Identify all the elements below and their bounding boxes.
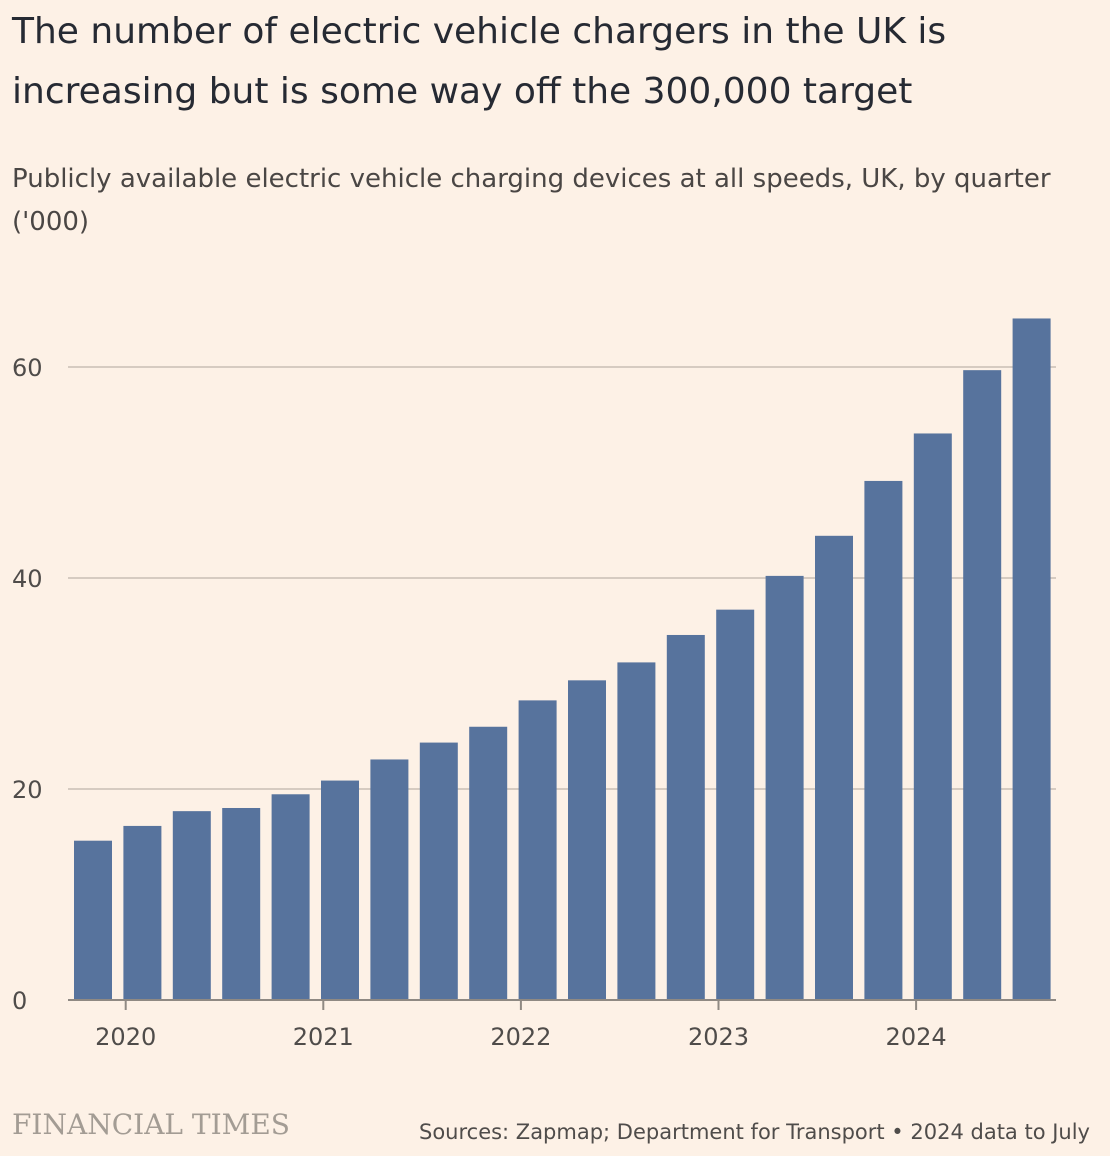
bar-2021-q2 xyxy=(321,780,359,1000)
bar-2021-q3 xyxy=(370,759,409,1000)
x-tick-label: 2022 xyxy=(490,1023,551,1051)
y-axis-ticks: 0 20 40 60 xyxy=(12,354,43,1015)
bar-2023-q4 xyxy=(815,535,853,1000)
bar-2022-q3 xyxy=(568,680,606,1000)
x-tick-label: 2023 xyxy=(688,1023,749,1051)
x-axis-ticks: 2020 2021 2022 2023 2024 xyxy=(95,1000,947,1051)
bar-2020-q1 xyxy=(74,840,112,1000)
bar-2024-q2 xyxy=(913,433,952,1001)
source-note: Sources: Zapmap; Department for Transpor… xyxy=(418,1120,1090,1144)
bar-2022-q2 xyxy=(518,700,557,1000)
x-tick-label: 2020 xyxy=(95,1023,156,1051)
bar-2020-q3 xyxy=(172,811,211,1000)
bar-2023-q3 xyxy=(765,575,804,1000)
bar-2022-q4 xyxy=(617,662,656,1000)
bar-chart: 0 20 40 60 2020 2021 2022 2023 2024 xyxy=(12,318,1056,1051)
chart-title: The number of electric vehicle chargers … xyxy=(12,11,947,112)
y-tick-label: 0 xyxy=(12,987,27,1015)
bar-2022-q1 xyxy=(469,726,508,1000)
bar-2024-q3 xyxy=(963,370,1002,1000)
ft-logo: FINANCIAL TIMES xyxy=(12,1108,290,1141)
bar-2021-q4 xyxy=(419,742,458,1000)
x-tick-label: 2024 xyxy=(886,1023,947,1051)
bar-2024-q1 xyxy=(864,480,903,1000)
y-tick-label: 20 xyxy=(12,776,43,804)
bars xyxy=(74,318,1051,1001)
bar-2020-q2 xyxy=(123,825,162,1000)
gridlines xyxy=(68,366,1056,790)
bar-2024-q4 xyxy=(1012,318,1051,1001)
bar-2021-q1 xyxy=(271,794,310,1000)
y-tick-label: 40 xyxy=(12,565,43,593)
bar-2023-q2 xyxy=(716,609,755,1000)
x-tick-label: 2021 xyxy=(293,1023,354,1051)
bar-2023-q1 xyxy=(666,634,705,1000)
y-tick-label: 60 xyxy=(12,354,43,382)
bar-2020-q4 xyxy=(222,807,261,1000)
chart-subtitle: Publicly available electric vehicle char… xyxy=(12,164,1051,237)
